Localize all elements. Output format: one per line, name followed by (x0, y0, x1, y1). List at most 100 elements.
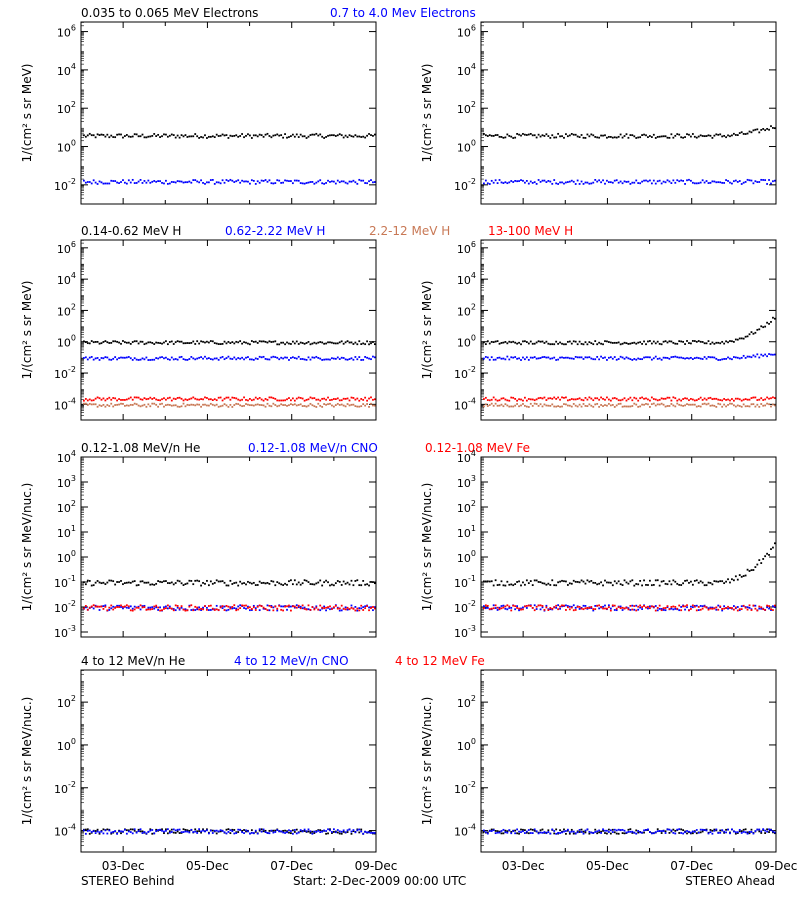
data-point (572, 180, 575, 183)
data-point (547, 831, 550, 833)
data-point (311, 606, 314, 608)
data-point (565, 396, 567, 399)
data-point (711, 832, 714, 835)
data-point (637, 831, 640, 834)
data-point (360, 136, 363, 138)
data-point (533, 828, 536, 831)
data-point (688, 133, 690, 136)
data-point (625, 181, 628, 183)
data-point (563, 403, 565, 405)
data-point (83, 581, 85, 584)
data-point (229, 579, 232, 582)
data-point (623, 180, 626, 183)
data-point (529, 402, 532, 405)
data-point (358, 828, 361, 831)
data-point (656, 357, 659, 360)
data-point (490, 340, 493, 343)
data-point (701, 179, 704, 182)
data-point (631, 405, 634, 407)
y-tick-label: 102 (457, 100, 476, 116)
data-point (707, 340, 710, 342)
data-point (736, 578, 739, 581)
data-point (256, 358, 259, 360)
data-point (674, 134, 677, 137)
data-point (301, 607, 304, 610)
data-point (649, 607, 651, 610)
data-point (752, 396, 755, 399)
data-point (305, 405, 308, 408)
data-point (658, 135, 661, 138)
data-point (247, 180, 249, 183)
data-point (686, 579, 688, 582)
data-point (578, 340, 581, 343)
data-point (547, 179, 550, 182)
data-point (374, 356, 376, 359)
data-point (531, 584, 534, 587)
data-point (88, 402, 91, 405)
data-point (120, 604, 122, 607)
data-point (346, 608, 349, 611)
y-tick-label: 104 (57, 62, 76, 78)
data-point (723, 605, 726, 608)
data-point (141, 398, 144, 401)
data-point (748, 398, 751, 401)
data-point (131, 607, 134, 610)
data-point (586, 606, 589, 609)
data-point (278, 343, 281, 346)
data-point (124, 605, 126, 608)
data-point (594, 831, 597, 833)
data-point (647, 605, 649, 608)
data-point (245, 180, 247, 183)
data-point (729, 181, 731, 184)
data-point (274, 397, 277, 400)
data-point (286, 341, 288, 344)
data-point (374, 404, 376, 407)
data-point (225, 396, 228, 399)
data-point (163, 580, 165, 583)
data-point (584, 605, 587, 607)
data-point (346, 606, 349, 609)
data-point (96, 580, 99, 582)
data-point (327, 832, 329, 835)
data-point (660, 609, 663, 612)
data-point (596, 136, 599, 139)
data-point (102, 581, 105, 584)
data-point (674, 580, 677, 583)
data-point (219, 396, 222, 399)
data-point (270, 605, 273, 607)
data-point (514, 404, 517, 407)
y-tick-label: 104 (457, 449, 476, 465)
data-point (750, 569, 753, 572)
data-point (315, 605, 318, 608)
data-point (547, 609, 550, 611)
data-point (270, 341, 273, 343)
data-point (592, 405, 595, 408)
data-point (332, 357, 335, 360)
data-point (133, 829, 136, 832)
data-point (124, 828, 126, 831)
data-point (766, 183, 768, 185)
data-point (141, 605, 144, 608)
data-point (746, 355, 749, 358)
data-point (488, 183, 491, 185)
data-point (607, 402, 610, 405)
data-point (245, 607, 247, 610)
data-point (159, 136, 161, 138)
data-point (104, 405, 107, 408)
data-point (625, 606, 628, 609)
data-point (748, 179, 751, 182)
data-point (290, 609, 292, 612)
data-point (84, 341, 87, 344)
data-point (112, 608, 115, 611)
data-point (268, 582, 271, 585)
data-point (762, 179, 765, 181)
data-point (611, 342, 614, 344)
data-point (549, 397, 552, 400)
data-point (596, 583, 599, 586)
data-point (717, 608, 720, 611)
data-point (688, 581, 690, 584)
footer-left-label: STEREO Behind (81, 874, 175, 888)
data-point (490, 134, 493, 137)
data-point (586, 579, 589, 582)
y-tick-label: 10-4 (454, 396, 476, 412)
